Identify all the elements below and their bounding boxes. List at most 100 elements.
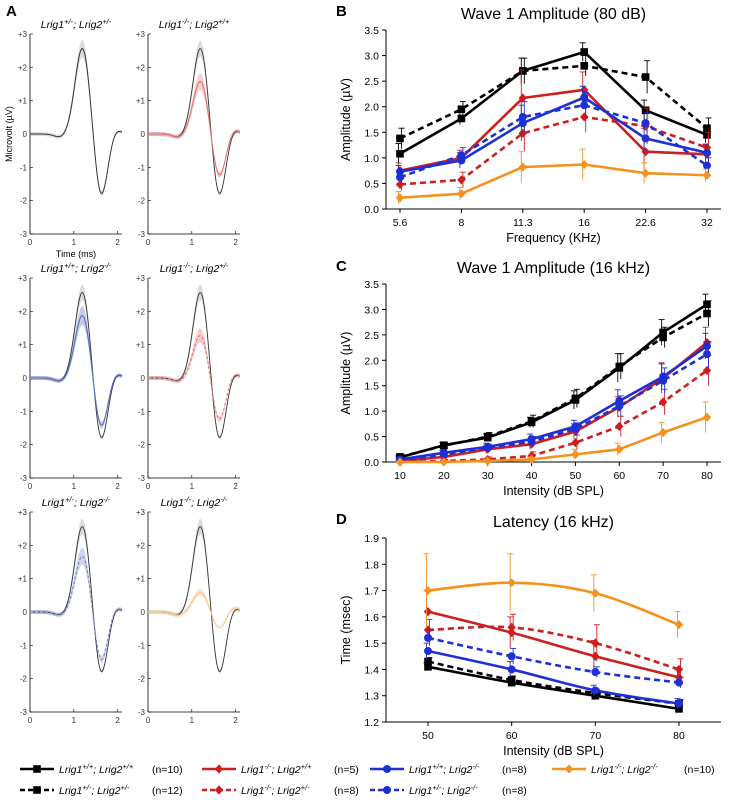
subplot-x-tick-label: 1 (190, 482, 195, 491)
subplot-y-tick-label: +3 (136, 508, 146, 517)
x-tick-label: 11.3 (513, 217, 533, 229)
data-point (439, 457, 449, 467)
series (424, 657, 684, 708)
chart-title: Wave 1 Amplitude (16 kHz) (457, 260, 650, 277)
data-point (703, 124, 711, 132)
data-point (423, 585, 433, 596)
series (424, 629, 684, 688)
data-point (658, 427, 668, 438)
data-point (591, 638, 600, 648)
legend-marker (214, 764, 224, 774)
series (396, 55, 712, 149)
data-point (457, 175, 466, 185)
subplot-y-tick-label: +1 (18, 575, 28, 584)
legend-label: Lrig1+/-; Lrig2-/- (409, 783, 478, 798)
data-point (591, 668, 600, 677)
data-point (396, 167, 404, 176)
data-point (518, 128, 527, 138)
panel-label-d: D (336, 511, 347, 528)
subplot-y-tick-label: +2 (136, 307, 146, 316)
x-tick-label: 16 (578, 217, 590, 229)
data-point (396, 134, 404, 143)
chart-latency-16khz: 1.2 1.3 1.4 1.5 1.6 1.7 1.8 1.9 50 60 70 80 Latency … (339, 514, 721, 758)
y-axis-label: Amplitude (µV) (339, 78, 353, 161)
data-point (571, 424, 580, 433)
data-point (641, 134, 650, 143)
series-line (399, 50, 708, 155)
data-point (439, 450, 448, 459)
y-axis-label: Amplitude (µV) (339, 332, 353, 415)
subplot-y-tick-label: 0 (23, 608, 28, 617)
x-axis-label: Frequency (KHz) (506, 231, 600, 245)
data-point (659, 328, 667, 337)
series-line (400, 416, 708, 464)
series-line (399, 115, 708, 186)
chart-title: Wave 1 Amplitude (80 dB) (461, 6, 646, 23)
data-point (674, 620, 684, 630)
y-tick-label: 2.5 (364, 76, 379, 88)
data-point (659, 333, 667, 342)
data-point (580, 159, 589, 170)
data-point (641, 147, 650, 157)
panel-a-x-axis-label: Time (ms) (56, 249, 96, 259)
data-point (580, 48, 588, 56)
subplot-y-tick-label: -2 (138, 197, 146, 206)
y-tick-label: 0.0 (364, 204, 379, 216)
data-point (702, 170, 712, 180)
subplot-x-tick-label: 0 (146, 238, 151, 247)
y-tick-label: 0.5 (364, 178, 379, 190)
subplot-x-tick-label: 1 (190, 238, 195, 247)
subplot-y-tick-label: -2 (20, 197, 28, 206)
data-point (519, 67, 527, 75)
legend-count: (n=8) (502, 764, 527, 776)
data-point (675, 699, 683, 708)
control-waveform-band (148, 284, 240, 440)
data-point (615, 421, 624, 431)
data-point (424, 663, 432, 671)
data-point (424, 647, 432, 656)
y-tick-label: 3.5 (364, 25, 379, 37)
legend: Lrig1+/+; Lrig2+/+ (n=10) Lrig1-/-; Lrig2+… (20, 762, 715, 798)
series (395, 85, 711, 178)
legend-item: Lrig1+/-; Lrig2+/- (n=12) (20, 783, 183, 797)
subplot-y-tick-label: +2 (18, 541, 28, 550)
subplot-x-tick-label: 0 (146, 716, 151, 725)
data-point (580, 101, 589, 110)
data-point (424, 633, 432, 642)
subplot-y-tick-label: +1 (136, 575, 146, 584)
data-point (457, 189, 466, 199)
y-tick-label: 1.2 (364, 717, 379, 729)
data-point (703, 131, 711, 139)
subplot-y-tick-label: 0 (141, 130, 146, 139)
legend-marker (383, 786, 391, 794)
subplot-y-tick-label: -3 (138, 230, 146, 239)
subplot-y-tick-label: +2 (18, 307, 28, 316)
data-point (659, 376, 668, 385)
y-tick-label: 1.8 (364, 559, 379, 571)
data-point (703, 342, 711, 351)
data-point (703, 350, 711, 359)
subplot-title: Lrig1-/-; Lrig2-/- (161, 495, 228, 510)
data-point (658, 397, 668, 407)
data-point (702, 412, 712, 422)
y-tick-label: 1.7 (364, 586, 379, 598)
data-point (507, 622, 516, 632)
data-point (591, 686, 600, 695)
subplot-x-tick-label: 0 (146, 482, 151, 491)
subplot-y-tick-label: 0 (23, 130, 28, 139)
panel-label-c: C (336, 258, 347, 275)
y-tick-label: 1.5 (364, 381, 379, 393)
panel-a-y-axis-label: Microvolt (µV) (4, 106, 14, 162)
data-point (703, 300, 711, 309)
subplot-x-tick-label: 1 (72, 716, 77, 725)
data-point (423, 607, 433, 617)
subplot-x-tick-label: 2 (233, 716, 238, 725)
series-line (399, 163, 708, 200)
legend-label: Lrig1-/-; Lrig2+/+ (241, 762, 312, 777)
mutant-waveform-band (148, 328, 240, 423)
y-tick-label: 2.0 (364, 355, 379, 367)
y-axis-label: Time (msec) (339, 596, 353, 665)
